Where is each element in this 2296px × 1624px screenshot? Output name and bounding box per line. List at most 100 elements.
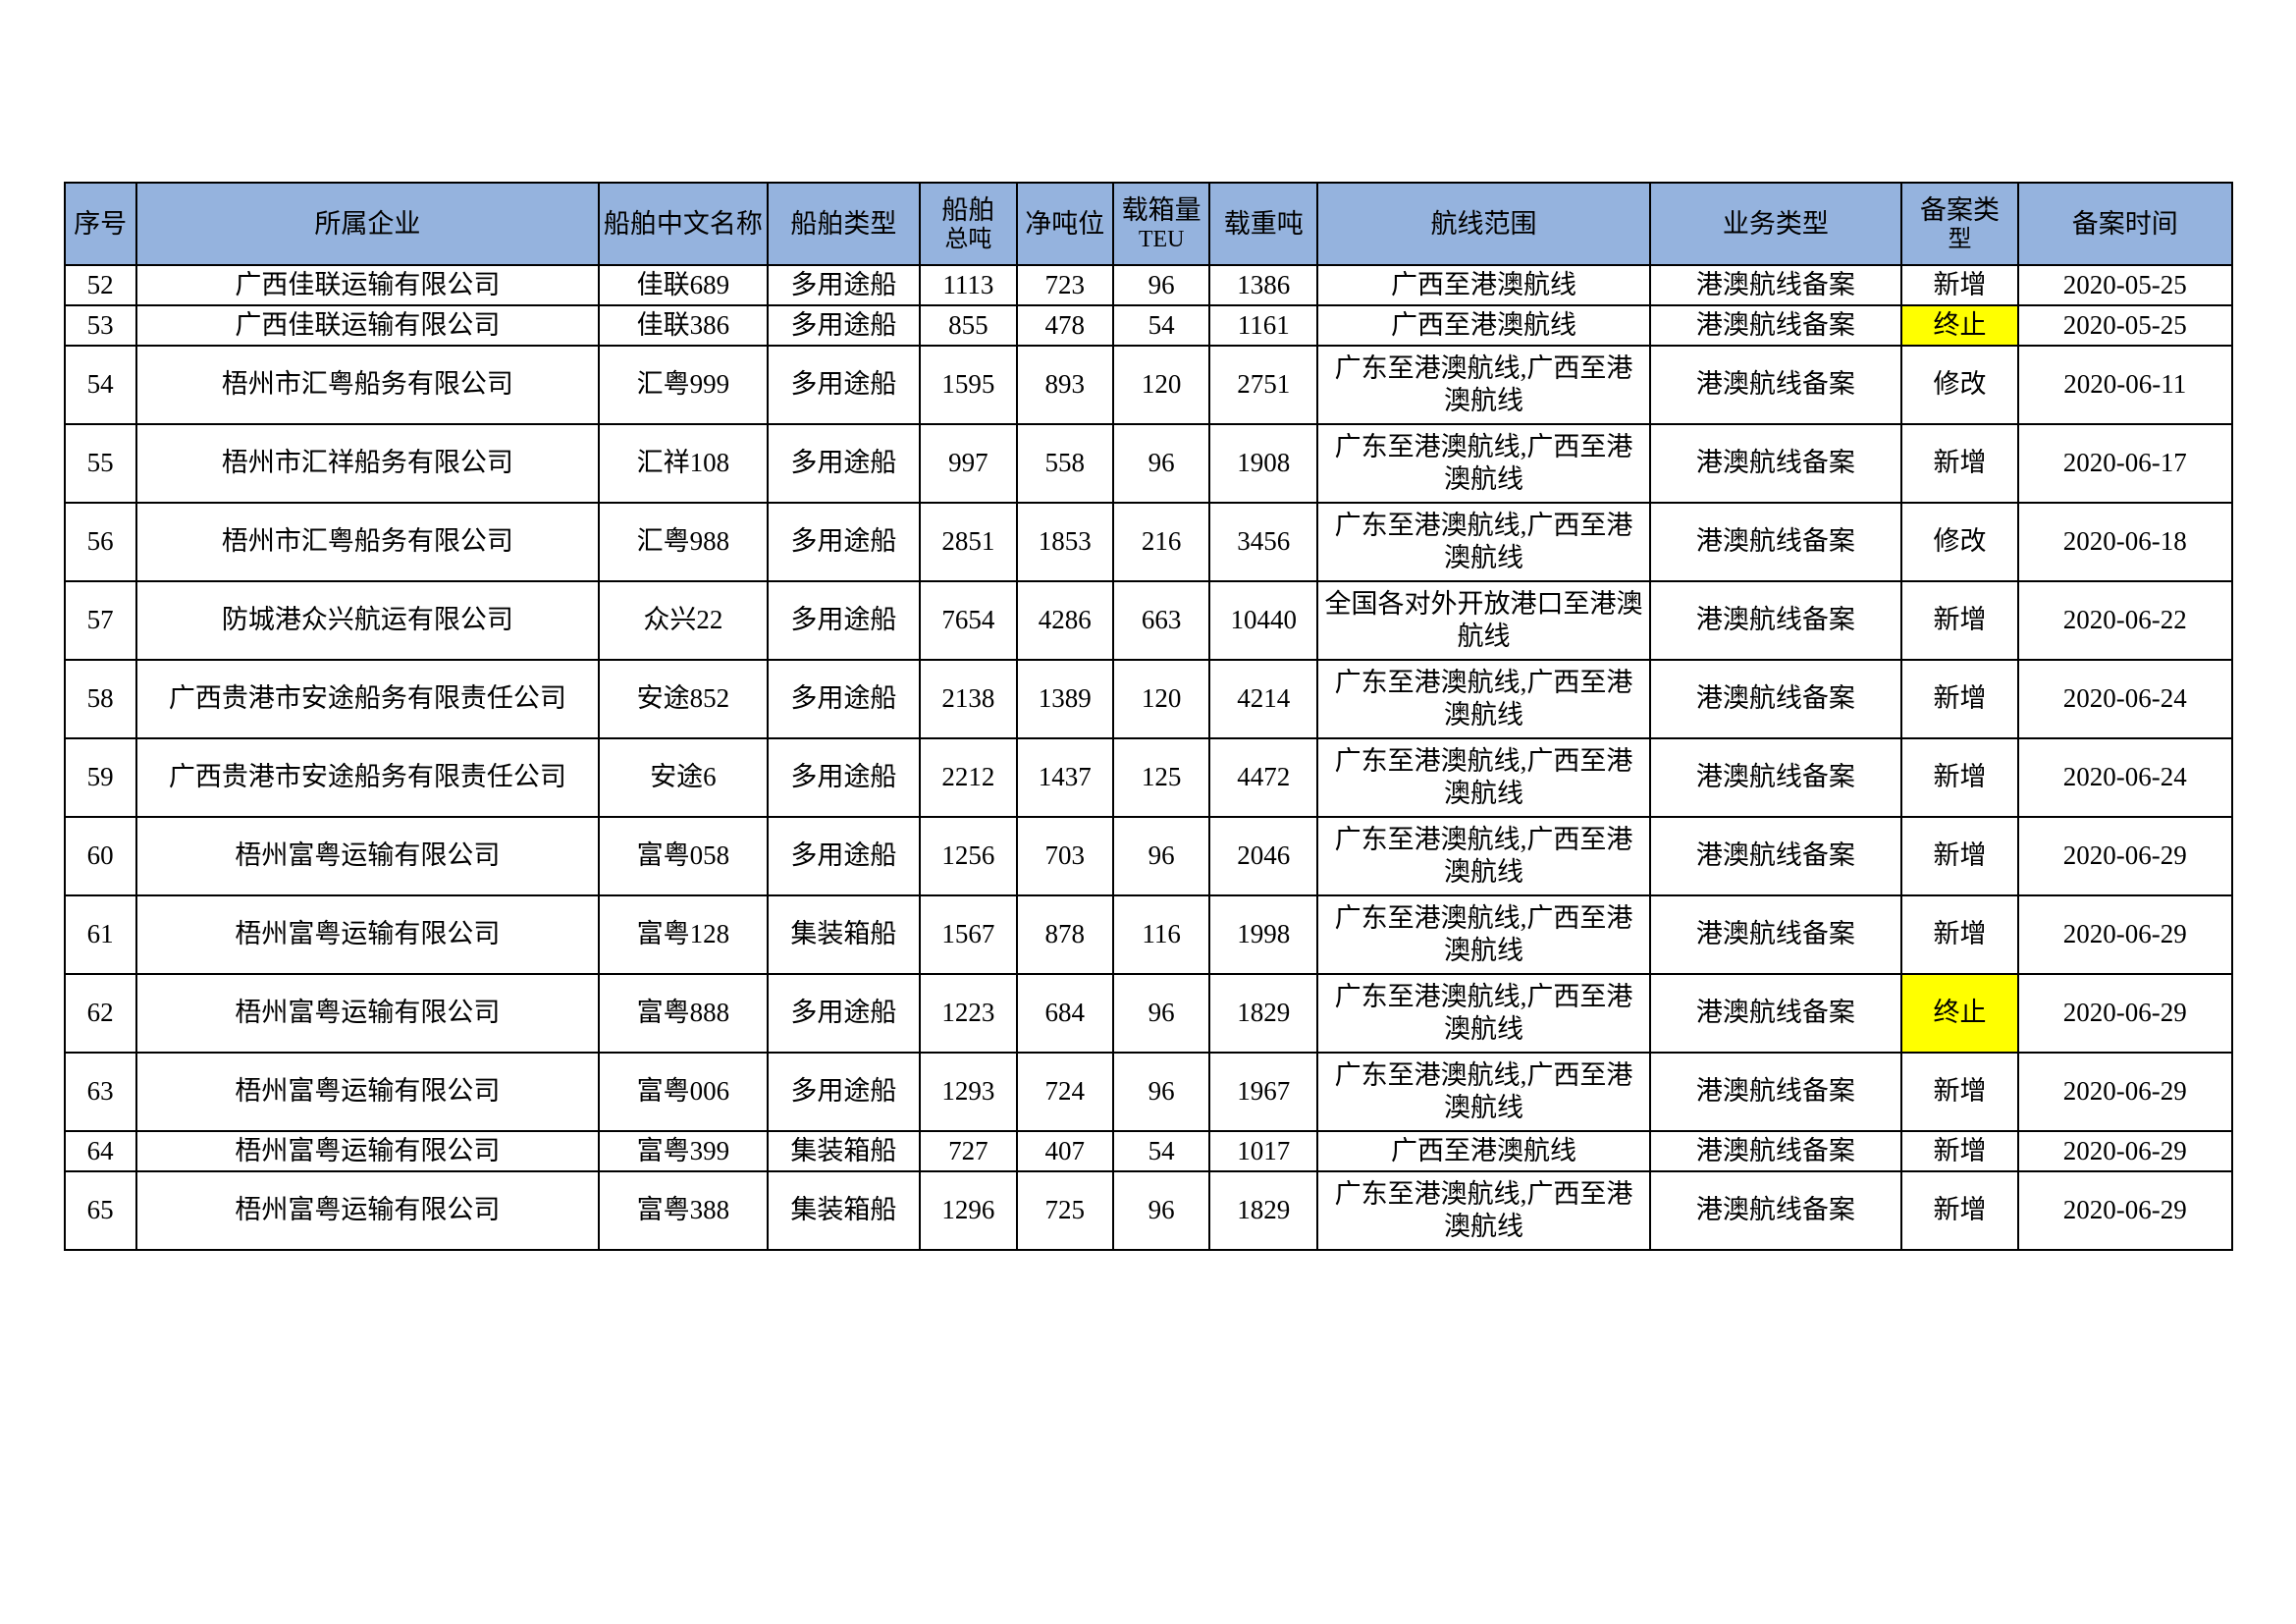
cell-rec_date: 2020-06-29 [2017,1169,2233,1251]
cell-rec_type: 新增 [1900,658,2019,739]
cell-teu: 120 [1111,344,1211,425]
cell-route: 广西至港澳航线 [1316,1129,1651,1172]
table-row: 64 梧州富粤运输有限公司 富粤399 集装箱船 727 407 54 1017 广西至港澳航线… [63,1129,2233,1172]
cell-dwt: 2046 [1208,815,1319,896]
column-header-gross-tonnage: 船舶 总吨 [919,182,1018,266]
column-header-record-type: 备案类型 [1900,182,2019,266]
cell-ship_name: 富粤128 [598,893,769,975]
cell-biz_type: 港澳航线备案 [1648,736,1903,818]
cell-rec_type: 新增 [1900,1051,2019,1132]
column-header-gross-tonnage-label: 船舶 [941,195,995,226]
table-row: 60 梧州富粤运输有限公司 富粤058 多用途船 1256 703 96 2046 广东至港澳航… [63,815,2233,896]
cell-dwt: 1829 [1208,1169,1319,1251]
table-header: 序号 所属企业 船舶中文名称 船舶类型 船舶 总吨 净吨位 载箱量 TEU 载重吨 … [63,182,2233,266]
column-header-route-label: 航线范围 [1430,208,1537,239]
cell-route: 广东至港澳航线,广西至港澳航线 [1316,1051,1651,1132]
cell-ship_type: 集装箱船 [766,893,922,975]
cell-ship_name: 富粤888 [598,972,769,1054]
cell-teu: 216 [1111,501,1211,582]
column-header-company: 所属企业 [134,182,601,266]
cell-route: 广东至港澳航线,广西至港澳航线 [1316,344,1651,425]
cell-net_ton: 893 [1015,344,1114,425]
cell-gross_ton: 1293 [919,1051,1018,1132]
cell-ship_type: 多用途船 [766,658,922,739]
column-header-record-type-label2: 型 [1948,227,1972,253]
cell-ship_name: 汇粤999 [598,344,769,425]
column-header-gross-tonnage-label2: 总吨 [944,227,992,253]
column-header-ship-type-label: 船舶类型 [790,208,897,239]
cell-biz_type: 港澳航线备案 [1648,579,1903,661]
cell-rec_type: 新增 [1900,893,2019,975]
cell-rec_date: 2020-06-29 [2017,1129,2233,1172]
cell-gross_ton: 1256 [919,815,1018,896]
column-header-route: 航线范围 [1316,182,1651,266]
cell-teu: 96 [1111,972,1211,1054]
cell-rec_date: 2020-06-11 [2017,344,2233,425]
cell-dwt: 4214 [1208,658,1319,739]
column-header-ship-name-label: 船舶中文名称 [603,208,763,239]
cell-route: 广东至港澳航线,广西至港澳航线 [1316,972,1651,1054]
cell-biz_type: 港澳航线备案 [1648,658,1903,739]
cell-rec_date: 2020-06-24 [2017,736,2233,818]
table-row: 65 梧州富粤运输有限公司 富粤388 集装箱船 1296 725 96 1829 广东至港澳航… [63,1169,2233,1251]
cell-seq: 65 [63,1169,137,1251]
table-row: 57 防城港众兴航运有限公司 众兴22 多用途船 7654 4286 663 10440 全国各… [63,579,2233,661]
cell-seq: 63 [63,1051,137,1132]
cell-seq: 57 [63,579,137,661]
cell-company: 梧州富粤运输有限公司 [134,893,601,975]
cell-dwt: 3456 [1208,501,1319,582]
cell-biz_type: 港澳航线备案 [1648,422,1903,504]
cell-rec_type-highlighted: 终止 [1900,303,2019,347]
cell-teu: 96 [1111,1169,1211,1251]
cell-net_ton: 4286 [1015,579,1114,661]
cell-rec_type: 新增 [1900,1169,2019,1251]
cell-teu: 116 [1111,893,1211,975]
cell-ship_type: 多用途船 [766,344,922,425]
table-row: 63 梧州富粤运输有限公司 富粤006 多用途船 1293 724 96 1967 广东至港澳航… [63,1051,2233,1132]
cell-teu: 125 [1111,736,1211,818]
cell-biz_type: 港澳航线备案 [1648,344,1903,425]
cell-rec_type: 新增 [1900,815,2019,896]
cell-rec_date: 2020-06-18 [2017,501,2233,582]
column-header-deadweight: 载重吨 [1208,182,1319,266]
cell-gross_ton: 1567 [919,893,1018,975]
cell-ship_name: 富粤006 [598,1051,769,1132]
cell-rec_date: 2020-06-22 [2017,579,2233,661]
column-header-net-tonnage: 净吨位 [1015,182,1114,266]
cell-net_ton: 725 [1015,1169,1114,1251]
table-body: 52 广西佳联运输有限公司 佳联689 多用途船 1113 723 96 1386 广西至港澳航… [63,264,2233,1251]
cell-ship_type: 多用途船 [766,736,922,818]
cell-seq: 64 [63,1129,137,1172]
cell-net_ton: 878 [1015,893,1114,975]
cell-route: 广东至港澳航线,广西至港澳航线 [1316,422,1651,504]
column-header-teu-label: 载箱量 [1121,195,1201,226]
cell-seq: 52 [63,264,137,306]
cell-seq: 60 [63,815,137,896]
cell-rec_date: 2020-06-29 [2017,815,2233,896]
cell-teu: 96 [1111,815,1211,896]
header-row: 序号 所属企业 船舶中文名称 船舶类型 船舶 总吨 净吨位 载箱量 TEU 载重吨 … [63,182,2233,266]
column-header-ship-name: 船舶中文名称 [598,182,769,266]
cell-dwt: 1386 [1208,264,1319,306]
cell-seq: 56 [63,501,137,582]
cell-route: 广东至港澳航线,广西至港澳航线 [1316,501,1651,582]
cell-seq: 54 [63,344,137,425]
cell-rec_date: 2020-06-29 [2017,893,2233,975]
cell-net_ton: 558 [1015,422,1114,504]
cell-rec_type-highlighted: 终止 [1900,972,2019,1054]
cell-ship_type: 集装箱船 [766,1129,922,1172]
cell-biz_type: 港澳航线备案 [1648,501,1903,582]
cell-net_ton: 478 [1015,303,1114,347]
cell-company: 梧州市汇粤船务有限公司 [134,344,601,425]
cell-seq: 59 [63,736,137,818]
cell-gross_ton: 997 [919,422,1018,504]
cell-company: 梧州富粤运输有限公司 [134,1169,601,1251]
cell-company: 梧州市汇祥船务有限公司 [134,422,601,504]
cell-ship_name: 安途852 [598,658,769,739]
column-header-record-date-label: 备案时间 [2071,208,2178,239]
cell-rec_date: 2020-06-29 [2017,1051,2233,1132]
cell-company: 梧州富粤运输有限公司 [134,1051,601,1132]
cell-ship_type: 多用途船 [766,815,922,896]
cell-dwt: 1829 [1208,972,1319,1054]
